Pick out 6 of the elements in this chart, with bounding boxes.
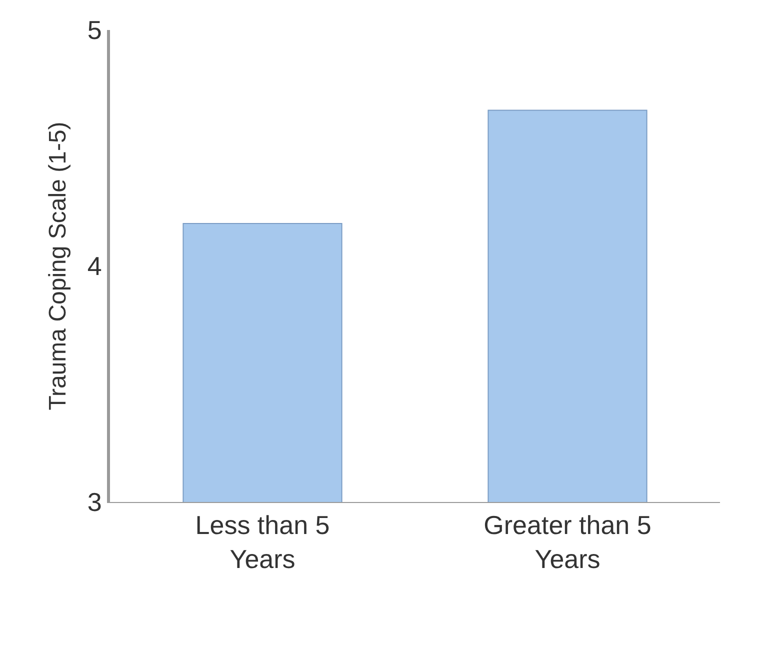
y-tick-label: 3 — [87, 487, 102, 518]
x-tick-label: Greater than 5 Years — [484, 510, 652, 574]
y-axis-title: Trauma Coping Scale (1-5) — [44, 122, 72, 410]
y-tick-label: 4 — [87, 251, 102, 282]
x-tick-label: Less than 5 Years — [195, 510, 330, 574]
y-tick-label: 5 — [87, 15, 102, 46]
